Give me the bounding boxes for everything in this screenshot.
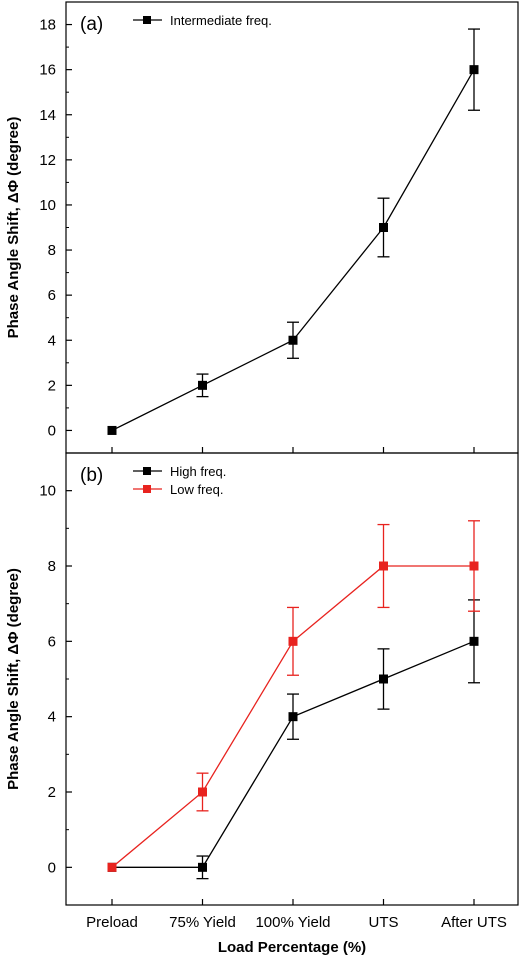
x-axis-title: Load Percentage (%) [218, 939, 366, 956]
y-tick-label: 8 [48, 558, 56, 575]
data-point [198, 380, 207, 390]
series-line [111, 69, 475, 432]
legend-label: Intermediate freq. [170, 13, 272, 28]
chart-panel-b: 0 2 4 6 8 10 Preload 75% Yield 100% Yield UTS Afte… [5, 452, 519, 956]
y-tick-label: 8 [48, 242, 56, 259]
y-tick-label: 10 [39, 483, 56, 500]
y-tick-label: 16 [39, 62, 56, 79]
series-low-freq [107, 520, 480, 872]
data-point [198, 862, 207, 872]
legend-label: High freq. [170, 464, 226, 479]
series-intermediate-freq [107, 28, 480, 435]
data-point [469, 636, 479, 646]
data-point [288, 636, 298, 646]
y-tick-label: 6 [48, 287, 56, 304]
y-tick-label: 10 [39, 197, 56, 214]
legend-label: Low freq. [170, 482, 223, 497]
plot-frame [65, 1, 519, 454]
y-axis-title: Phase Angle Shift, ΔΦ (degree) [5, 568, 22, 790]
legend-entry: High freq. [133, 464, 226, 479]
data-point [379, 561, 388, 571]
legend-entry: Low freq. [133, 482, 223, 497]
legend-entry: Intermediate freq. [133, 13, 272, 28]
chart-panel-a: 0 2 4 6 8 10 12 14 16 18 Phase Angle Shift, ΔΦ (de… [5, 1, 519, 454]
y-tick-label: 0 [48, 422, 56, 439]
x-tick-label: Preload [86, 914, 138, 931]
data-point [198, 787, 207, 797]
data-point [379, 223, 388, 232]
legend-marker [143, 467, 151, 475]
panel-label: (b) [80, 465, 103, 486]
panel-label: (a) [80, 14, 103, 35]
y-tick-label: 4 [48, 709, 56, 726]
data-point [469, 65, 479, 75]
y-tick-label: 6 [48, 633, 56, 650]
data-point [107, 425, 117, 435]
y-tick-label: 2 [48, 784, 56, 801]
y-tick-label: 2 [48, 377, 56, 394]
y-tick-label: 4 [48, 332, 56, 349]
y-tick-label: 0 [48, 859, 56, 876]
y-axis-title: Phase Angle Shift, ΔΦ (degree) [5, 117, 22, 339]
data-point [107, 862, 117, 872]
legend-marker [143, 16, 151, 24]
x-tick-label: After UTS [441, 914, 507, 931]
data-point [288, 335, 298, 345]
data-point [469, 561, 479, 571]
x-tick-label: 75% Yield [169, 914, 236, 931]
y-tick-label: 12 [39, 152, 56, 169]
data-point [288, 712, 298, 722]
x-tick-label: UTS [369, 914, 399, 931]
x-tick-label: 100% Yield [255, 914, 330, 931]
data-point [379, 674, 388, 684]
plot-frame [65, 452, 519, 906]
legend-marker [143, 485, 151, 493]
y-tick-label: 14 [39, 107, 56, 124]
y-tick-label: 18 [39, 17, 56, 34]
